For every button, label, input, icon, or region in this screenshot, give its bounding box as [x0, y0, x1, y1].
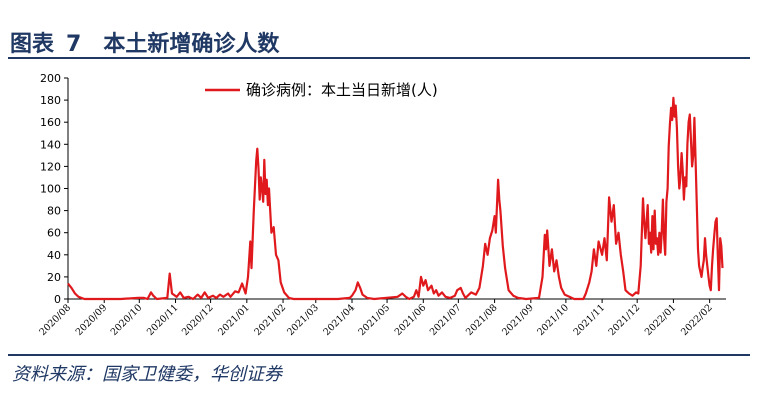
x-tick-label: 2021/10	[535, 302, 571, 338]
y-tick-label: 80	[47, 205, 61, 218]
y-tick-label: 40	[47, 249, 61, 262]
series-line	[67, 96, 724, 301]
x-axis: 2020/08 2020/09 2020/10 2020/11 2020/12 2021/…	[37, 298, 726, 338]
legend-label: 确诊病例：本土当日新增(人)	[246, 81, 438, 99]
bottom-divider	[8, 354, 750, 356]
y-tick-label: 0	[54, 293, 61, 306]
x-tick-label: 2020/09	[74, 302, 110, 338]
x-tick-label: 2021/06	[393, 302, 429, 338]
x-tick-label: 2021/08	[464, 302, 500, 338]
y-axis: 0 20 40 60 80 100 120 140 160 180 200	[40, 72, 69, 306]
x-tick-label: 2021/03	[285, 302, 321, 338]
x-tick-label: 2021/01	[216, 302, 252, 338]
x-tick-label: 2022/01	[643, 302, 679, 338]
x-tick-label: 2020/10	[109, 302, 145, 338]
x-tick-label: 2021/12	[607, 302, 643, 338]
figure-title: 图表 7 本土新增确诊人数	[10, 26, 280, 57]
y-tick-label: 180	[40, 94, 61, 107]
y-tick-label: 20	[47, 271, 61, 284]
y-tick-label: 60	[47, 227, 61, 240]
x-tick-label: 2021/05	[357, 302, 393, 338]
series-layer	[67, 96, 724, 301]
figure-title-text: 本土新增确诊人数	[103, 32, 280, 57]
x-tick-label: 2020/11	[145, 302, 181, 338]
x-tick-label: 2021/09	[500, 302, 536, 338]
y-tick-label: 120	[40, 160, 61, 173]
legend: 确诊病例：本土当日新增(人)	[205, 81, 438, 99]
figure-label: 图表	[10, 32, 55, 57]
top-divider	[8, 57, 750, 59]
x-tick-label: 2021/02	[252, 302, 288, 338]
x-tick-label: 2020/12	[180, 302, 216, 338]
y-tick-label: 200	[40, 72, 61, 85]
figure-number: 7	[66, 32, 82, 57]
y-tick-label: 140	[40, 138, 61, 151]
y-tick-label: 100	[40, 183, 61, 196]
x-tick-label: 2020/08	[37, 302, 73, 338]
x-tick-label: 2022/02	[679, 302, 715, 338]
source-note: 资料来源：国家卫健委，华创证券	[12, 364, 282, 385]
x-tick-label: 2021/11	[572, 302, 608, 338]
x-tick-label: 2021/07	[428, 302, 464, 338]
y-tick-label: 160	[40, 116, 61, 129]
x-tick-label: 2021/04	[321, 302, 357, 338]
